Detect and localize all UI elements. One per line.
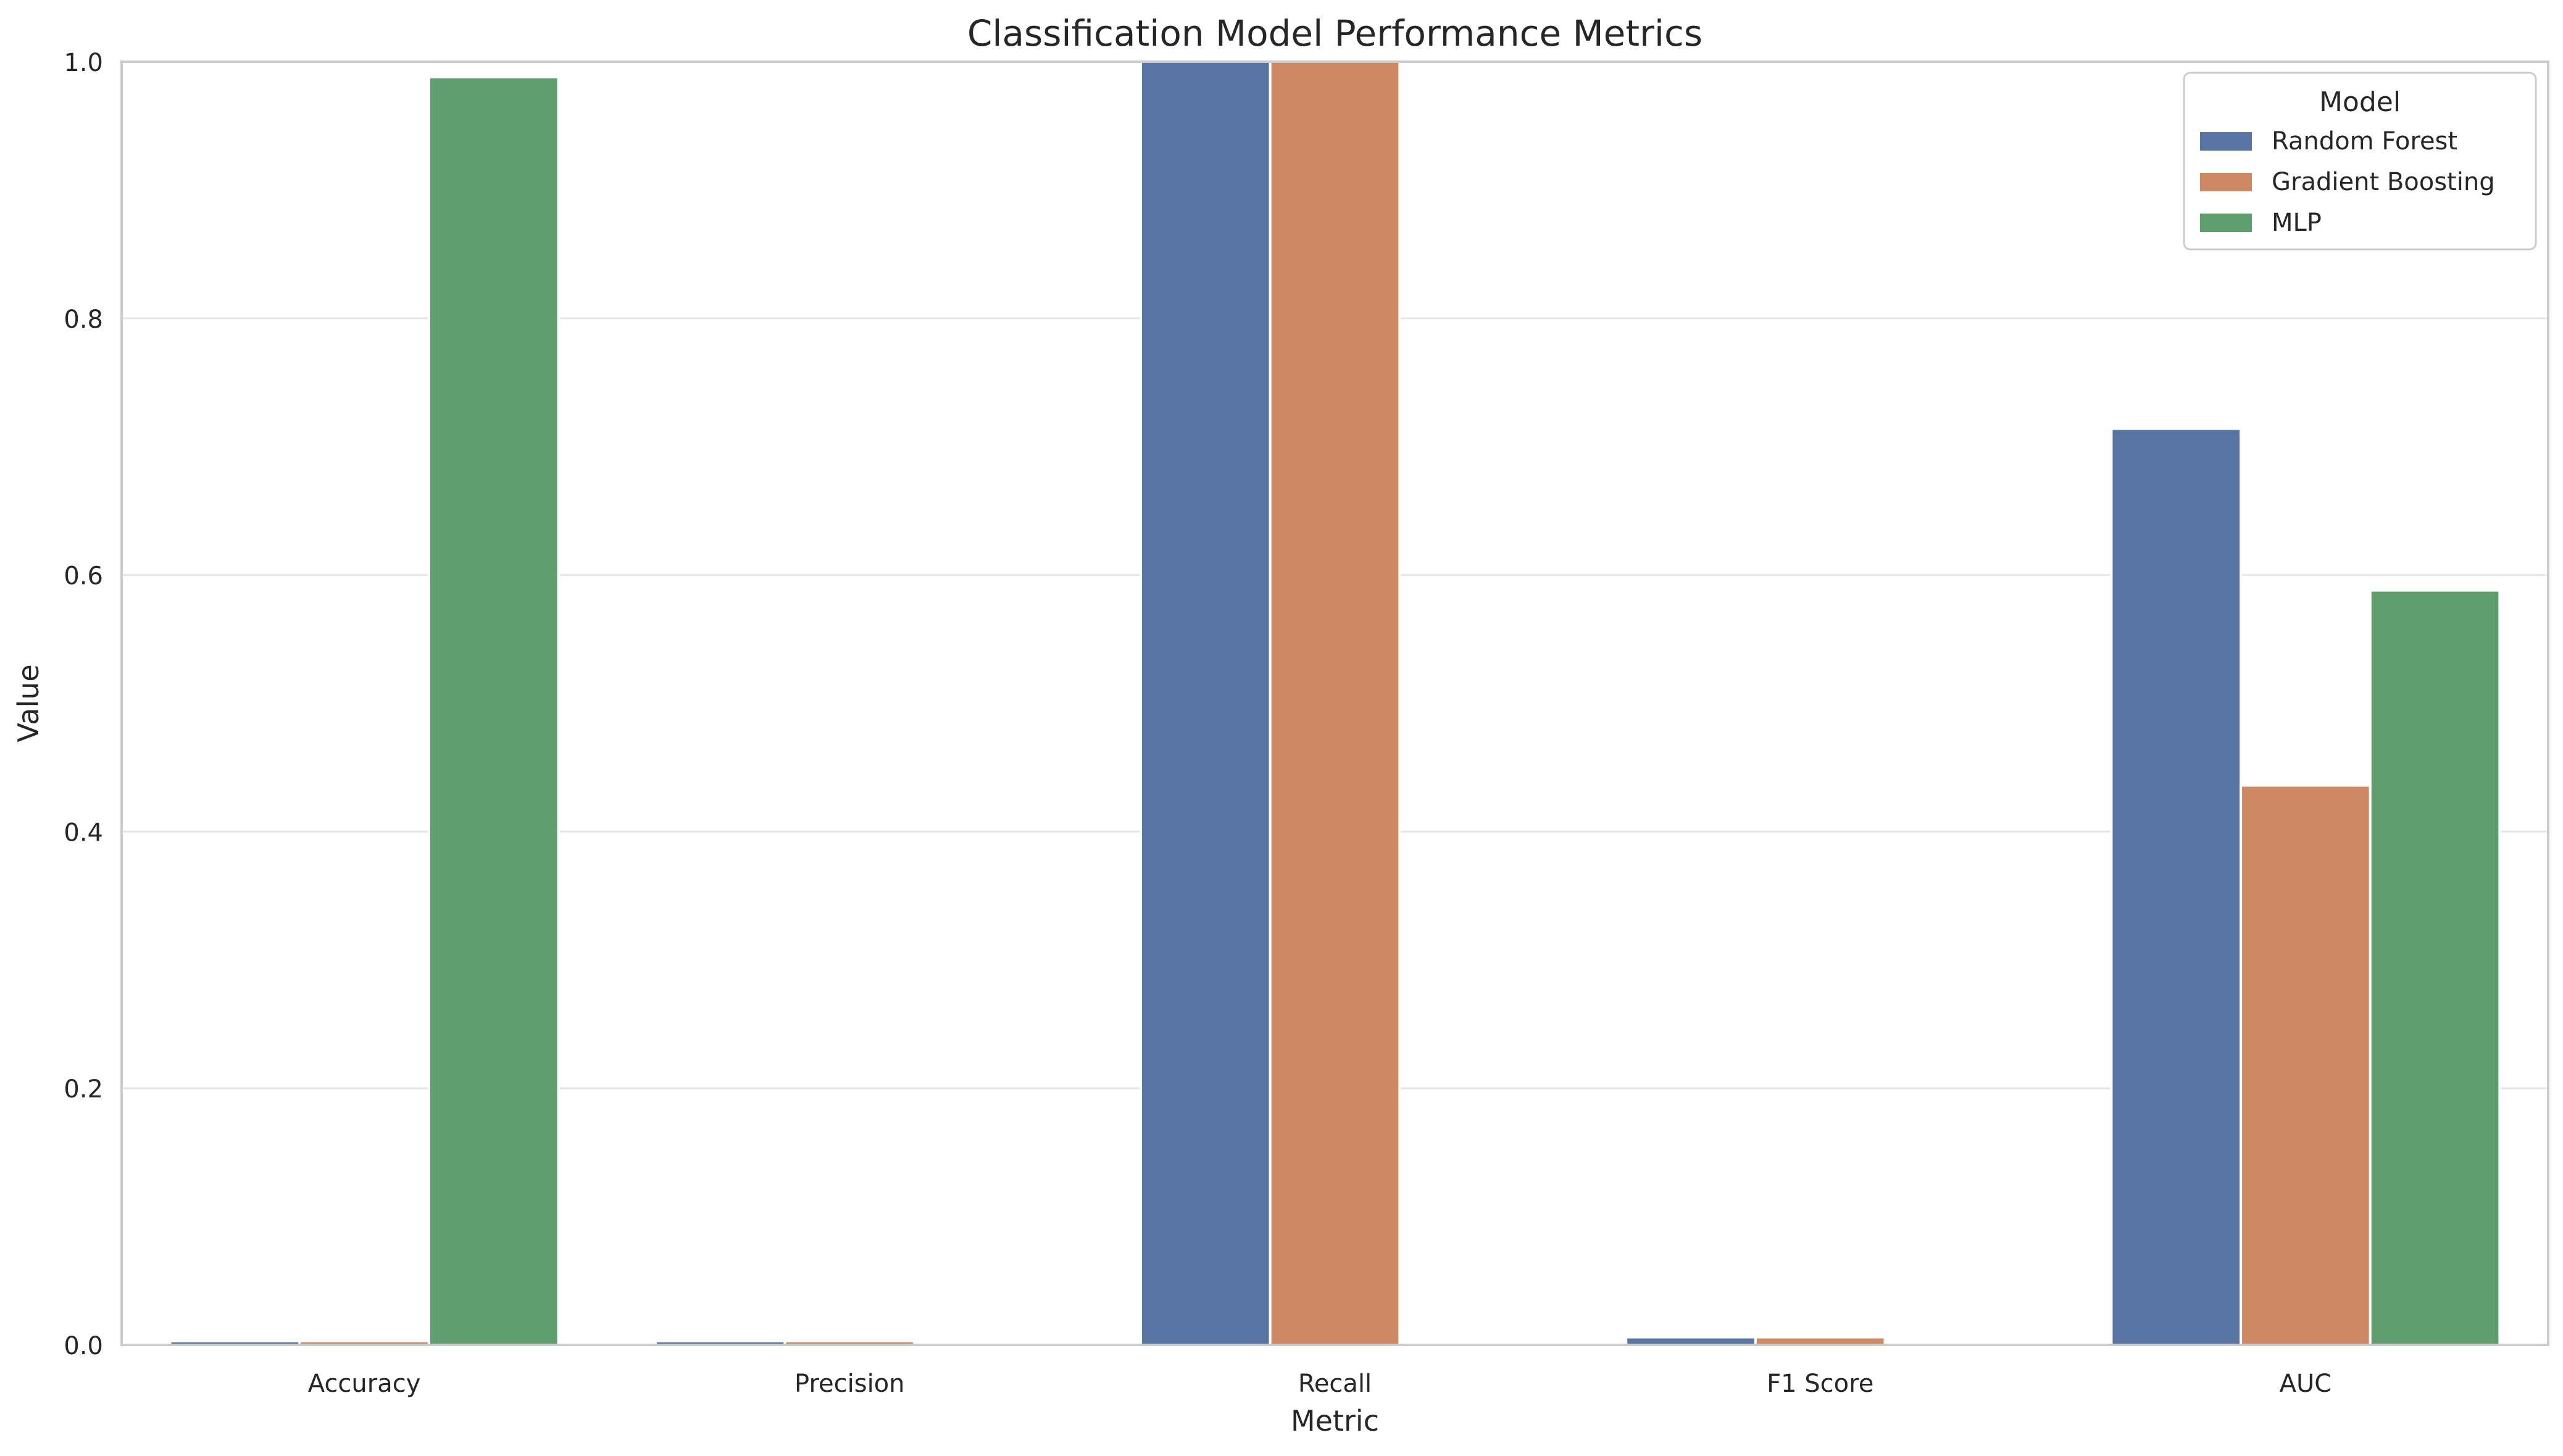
legend-label: Random Forest <box>2272 127 2457 156</box>
bar-mlp-accuracy <box>427 75 560 1346</box>
legend-box <box>2183 72 2537 251</box>
legend-swatch <box>2200 132 2252 151</box>
bar-gradient-boosting-auc <box>2240 784 2372 1346</box>
x-axis-ticks: Accuracy Precision Recall F1 Score AUC <box>308 1370 2332 1398</box>
x-tick-label: Accuracy <box>308 1370 421 1398</box>
y-tick-label: 1.0 <box>64 49 103 77</box>
x-tick-label: F1 Score <box>1767 1370 1873 1398</box>
x-tick-label: Precision <box>794 1370 904 1398</box>
legend-swatch <box>2200 214 2252 232</box>
legend: Model Random Forest Gradient Boosting MLP <box>2183 72 2537 251</box>
bars <box>169 60 2501 1346</box>
x-tick-label: Recall <box>1298 1370 1372 1398</box>
legend-title: Model <box>2319 86 2401 118</box>
y-tick-label: 0.8 <box>64 306 103 334</box>
y-tick-label: 0.2 <box>64 1075 103 1104</box>
y-tick-label: 0.0 <box>64 1332 103 1360</box>
y-axis-label: Value <box>12 664 45 742</box>
bar-mlp-auc <box>2369 589 2501 1346</box>
x-tick-label: AUC <box>2280 1370 2332 1398</box>
legend-swatch <box>2200 173 2252 191</box>
x-axis-label: Metric <box>1291 1404 1379 1437</box>
bar-random-forest-auc <box>2110 427 2243 1346</box>
legend-label: MLP <box>2272 209 2322 237</box>
y-tick-label: 0.4 <box>64 818 103 847</box>
y-tick-label: 0.6 <box>64 562 103 591</box>
bar-gradient-boosting-recall <box>1269 60 1401 1346</box>
bar-random-forest-recall <box>1140 60 1272 1346</box>
plot-frame <box>120 60 2549 1346</box>
legend-label: Gradient Boosting <box>2272 168 2495 196</box>
y-axis-ticks: 0.0 0.2 0.4 0.6 0.8 1.0 <box>64 49 103 1360</box>
chart-title: Classification Model Performance Metrics <box>967 12 1702 54</box>
